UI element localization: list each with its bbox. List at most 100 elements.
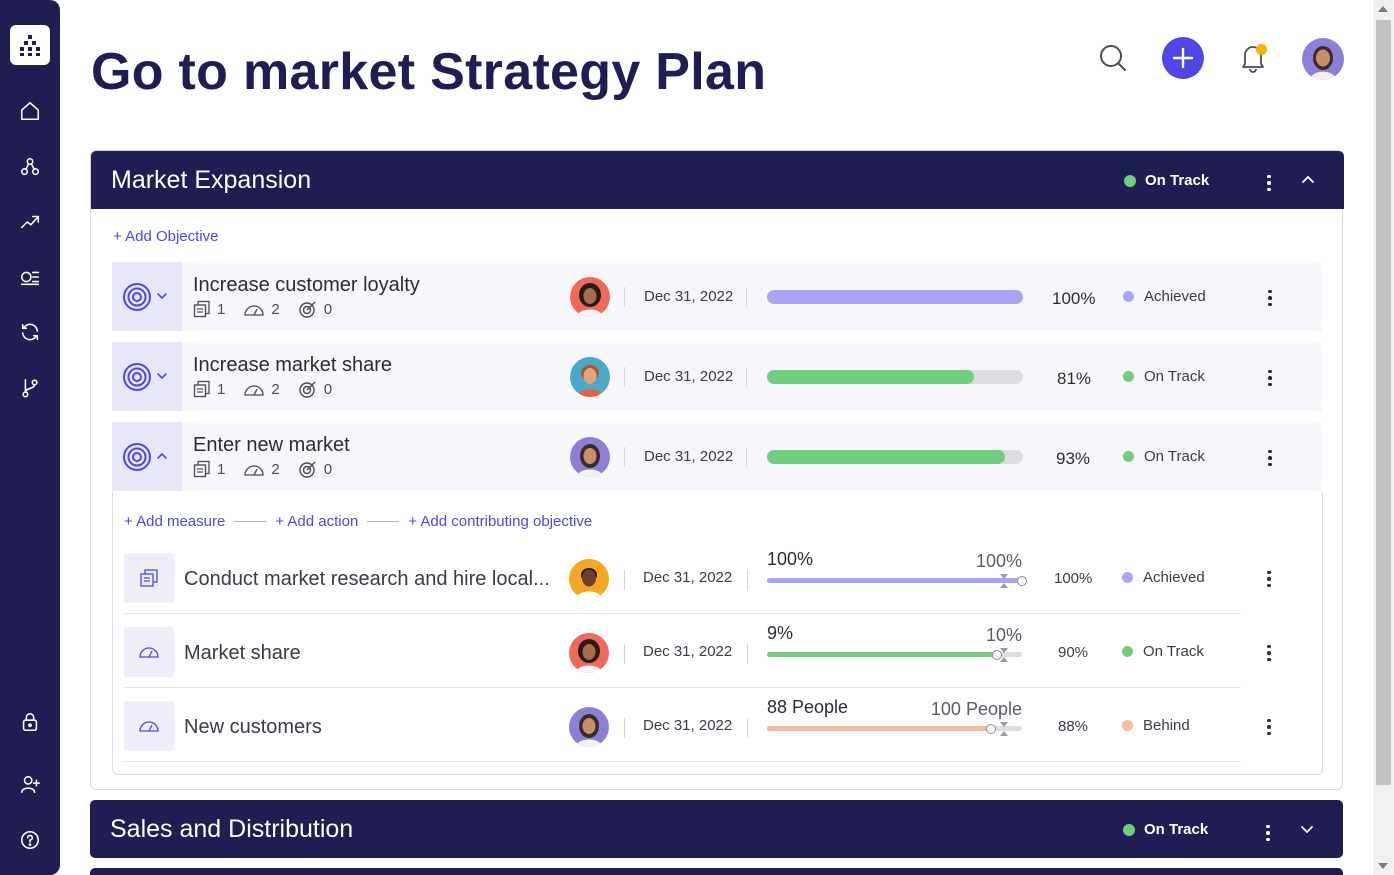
measure-icon-box xyxy=(124,701,174,751)
section-header[interactable]: Market Expansion On Track xyxy=(91,151,1344,209)
due-date: Dec 31, 2022 xyxy=(644,448,734,465)
due-date: Dec 31, 2022 xyxy=(644,368,734,385)
section-title: Sales and Distribution xyxy=(110,815,354,843)
progress-bar xyxy=(767,370,1023,384)
scroll-up-icon[interactable] xyxy=(1378,6,1388,12)
row-more-icon[interactable] xyxy=(1260,286,1280,310)
owner-avatar[interactable] xyxy=(570,357,610,397)
app-logo-icon[interactable] xyxy=(10,25,50,65)
row-more-icon[interactable] xyxy=(1259,641,1279,665)
key-result-row[interactable]: Conduct market research and hire local..… xyxy=(124,540,1271,614)
hierarchy-icon[interactable] xyxy=(17,154,43,180)
due-date: Dec 31, 2022 xyxy=(643,569,733,586)
gauge-icon xyxy=(244,465,264,476)
help-icon[interactable] xyxy=(17,827,43,853)
sidebar xyxy=(0,0,60,875)
row-more-icon[interactable] xyxy=(1260,366,1280,390)
objective-row[interactable]: Increase customer loyalty 1 2 0 Dec 31, … xyxy=(112,262,1322,331)
row-more-icon[interactable] xyxy=(1260,446,1280,470)
current-value: 88 People xyxy=(767,697,849,717)
plus-icon xyxy=(1172,47,1194,69)
objective-row[interactable]: Increase market share 1 2 0 Dec 31, 2022… xyxy=(112,342,1322,411)
progress-knob[interactable] xyxy=(986,723,997,734)
branch-icon[interactable] xyxy=(17,375,43,401)
owner-avatar[interactable] xyxy=(570,437,610,477)
scrollbar[interactable] xyxy=(1373,0,1394,875)
target-marker-icon xyxy=(1000,722,1008,736)
target-marker-icon xyxy=(1000,574,1008,588)
document-icon xyxy=(193,380,210,398)
objective-icon-box[interactable] xyxy=(112,422,182,491)
owner-avatar[interactable] xyxy=(570,277,610,317)
owner-avatar[interactable] xyxy=(569,633,609,673)
due-date: Dec 31, 2022 xyxy=(643,643,733,660)
list-icon[interactable] xyxy=(17,264,43,290)
add-objective-link[interactable]: + Add Objective xyxy=(113,228,219,245)
objective-details-panel: + Add measure + Add action + Add contrib… xyxy=(112,492,1323,775)
progress-knob[interactable] xyxy=(1017,575,1027,586)
objective-meta: 1 2 0 xyxy=(193,380,344,398)
target-small-icon xyxy=(298,381,316,398)
section-more-icon[interactable] xyxy=(1258,821,1278,845)
chevron-down-icon xyxy=(157,293,167,300)
add-action-link[interactable]: + Add action xyxy=(275,513,359,530)
key-result-title: Conduct market research and hire local..… xyxy=(184,568,550,590)
measure-icon-box xyxy=(124,627,174,677)
status-badge: Achieved xyxy=(1122,569,1205,586)
gauge-icon xyxy=(139,647,159,658)
row-more-icon[interactable] xyxy=(1259,567,1279,591)
target-icon xyxy=(123,283,151,311)
target-marker-icon xyxy=(1000,648,1008,662)
chevron-up-icon xyxy=(157,452,167,459)
status-badge: On Track xyxy=(1123,448,1205,465)
add-user-icon[interactable] xyxy=(17,771,43,797)
add-contributing-objective-link[interactable]: + Add contributing objective xyxy=(408,513,593,530)
sync-icon[interactable] xyxy=(17,319,43,345)
owner-avatar[interactable] xyxy=(569,707,609,747)
status-badge: Behind xyxy=(1122,717,1190,734)
objective-icon-box[interactable] xyxy=(112,342,182,411)
objective-title: Enter new market xyxy=(193,434,350,456)
key-result-row[interactable]: Market share Dec 31, 2022 9% 10% 90% On … xyxy=(124,614,1271,688)
target-icon xyxy=(123,363,151,391)
objective-icon-box[interactable] xyxy=(112,262,182,331)
scroll-down-icon[interactable] xyxy=(1378,863,1388,869)
target-small-icon xyxy=(298,301,316,318)
row-more-icon[interactable] xyxy=(1259,715,1279,739)
progress-percent: 100% xyxy=(1052,289,1096,308)
section-title: Market Expansion xyxy=(111,166,312,194)
home-icon[interactable] xyxy=(17,98,43,124)
scroll-thumb[interactable] xyxy=(1376,20,1391,785)
notification-badge xyxy=(1256,44,1267,55)
progress-percent: 81% xyxy=(1057,369,1092,388)
status-badge: On Track xyxy=(1123,368,1205,385)
user-avatar[interactable] xyxy=(1302,38,1344,80)
add-button[interactable] xyxy=(1162,37,1204,79)
action-icon-box xyxy=(124,553,174,603)
key-result-title: Market share xyxy=(184,642,301,664)
objective-row[interactable]: Enter new market 1 2 0 Dec 31, 2022 93% … xyxy=(112,422,1322,491)
objective-meta: 1 2 0 xyxy=(193,300,344,318)
due-date: Dec 31, 2022 xyxy=(643,717,733,734)
section-next-header[interactable] xyxy=(90,868,1343,875)
gauge-icon xyxy=(244,305,264,316)
section-more-icon[interactable] xyxy=(1259,171,1279,195)
search-icon[interactable] xyxy=(1097,42,1129,74)
gauge-icon xyxy=(244,385,264,396)
trending-up-icon[interactable] xyxy=(17,209,43,235)
target-value: 100% xyxy=(975,551,1022,571)
target-small-icon xyxy=(298,461,316,478)
lock-icon[interactable] xyxy=(17,709,43,735)
key-result-row[interactable]: New customers Dec 31, 2022 88 People 100… xyxy=(124,688,1271,762)
section-header[interactable]: Sales and Distribution On Track xyxy=(90,800,1343,858)
status-badge: Achieved xyxy=(1123,288,1206,305)
owner-avatar[interactable] xyxy=(569,559,609,599)
current-value: 100% xyxy=(767,549,814,569)
progress-knob[interactable] xyxy=(991,649,1002,660)
document-icon xyxy=(193,300,210,318)
target-icon xyxy=(123,443,151,471)
add-measure-link[interactable]: + Add measure xyxy=(124,513,226,530)
chevron-down-icon[interactable] xyxy=(1298,820,1316,838)
current-value: 9% xyxy=(767,623,794,643)
chevron-up-icon[interactable] xyxy=(1299,171,1317,189)
